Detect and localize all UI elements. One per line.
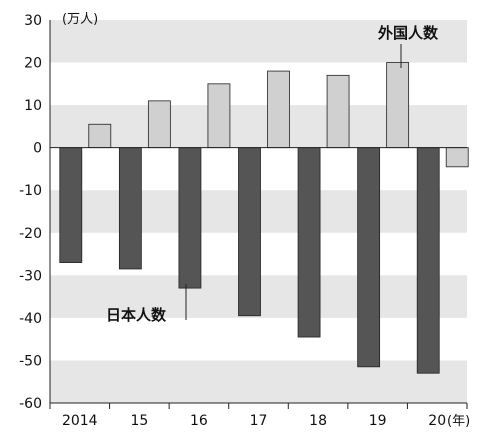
grid-band: [50, 20, 467, 63]
x-tick-label: 16: [190, 413, 208, 429]
x-tick-label: 17: [250, 413, 268, 429]
bar-japanese-17: [238, 147, 261, 317]
bar-japanese-15: [118, 147, 142, 270]
axes: [49, 20, 468, 409]
bar-foreign-18: [326, 74, 350, 149]
bar-foreign-15: [147, 100, 171, 149]
y-tick-label: 30: [24, 13, 42, 29]
x-tick-label: 18: [309, 413, 327, 429]
y-tick-label: 0: [33, 141, 42, 157]
x-tick-label: 19: [369, 413, 387, 429]
y-tick-label: 20: [24, 56, 42, 72]
x-tick-label: 20: [428, 413, 446, 429]
bar-japanese-20: [416, 147, 440, 374]
x-tick-label: 15: [130, 413, 148, 429]
y-tick-label: -20: [19, 226, 42, 242]
bars: [59, 62, 469, 374]
x-tick-label: 2014: [62, 413, 98, 429]
bar-foreign-19: [386, 62, 410, 149]
bar-foreign-20: [445, 147, 469, 168]
bar-foreign-17: [267, 70, 290, 149]
bar-foreign-2014: [88, 123, 112, 149]
foreign-count-label: 外国人数: [377, 24, 439, 42]
y-tick-label: -30: [19, 268, 42, 284]
y-tick-label: -10: [19, 183, 42, 199]
y-tick-label: -40: [19, 311, 42, 327]
x-axis-unit: (年): [447, 414, 470, 429]
bar-japanese-19: [357, 147, 381, 368]
grid-band: [50, 360, 467, 403]
bar-foreign-16: [207, 83, 231, 149]
y-tick-label: -50: [19, 353, 42, 369]
bar-japanese-16: [178, 147, 202, 289]
y-tick-label: 10: [24, 98, 42, 114]
japanese-count-label: 日本人数: [106, 306, 167, 324]
y-tick-label: -60: [19, 396, 42, 412]
x-tick-labels: 2014 15 16 17 18 19 20: [62, 413, 446, 429]
y-tick-labels: 30 20 10 0 -10 -20 -30 -40 -50 -60: [19, 13, 42, 412]
bar-japanese-18: [297, 147, 321, 338]
y-axis-unit: (万人): [62, 12, 98, 27]
bar-japanese-2014: [59, 147, 83, 263]
